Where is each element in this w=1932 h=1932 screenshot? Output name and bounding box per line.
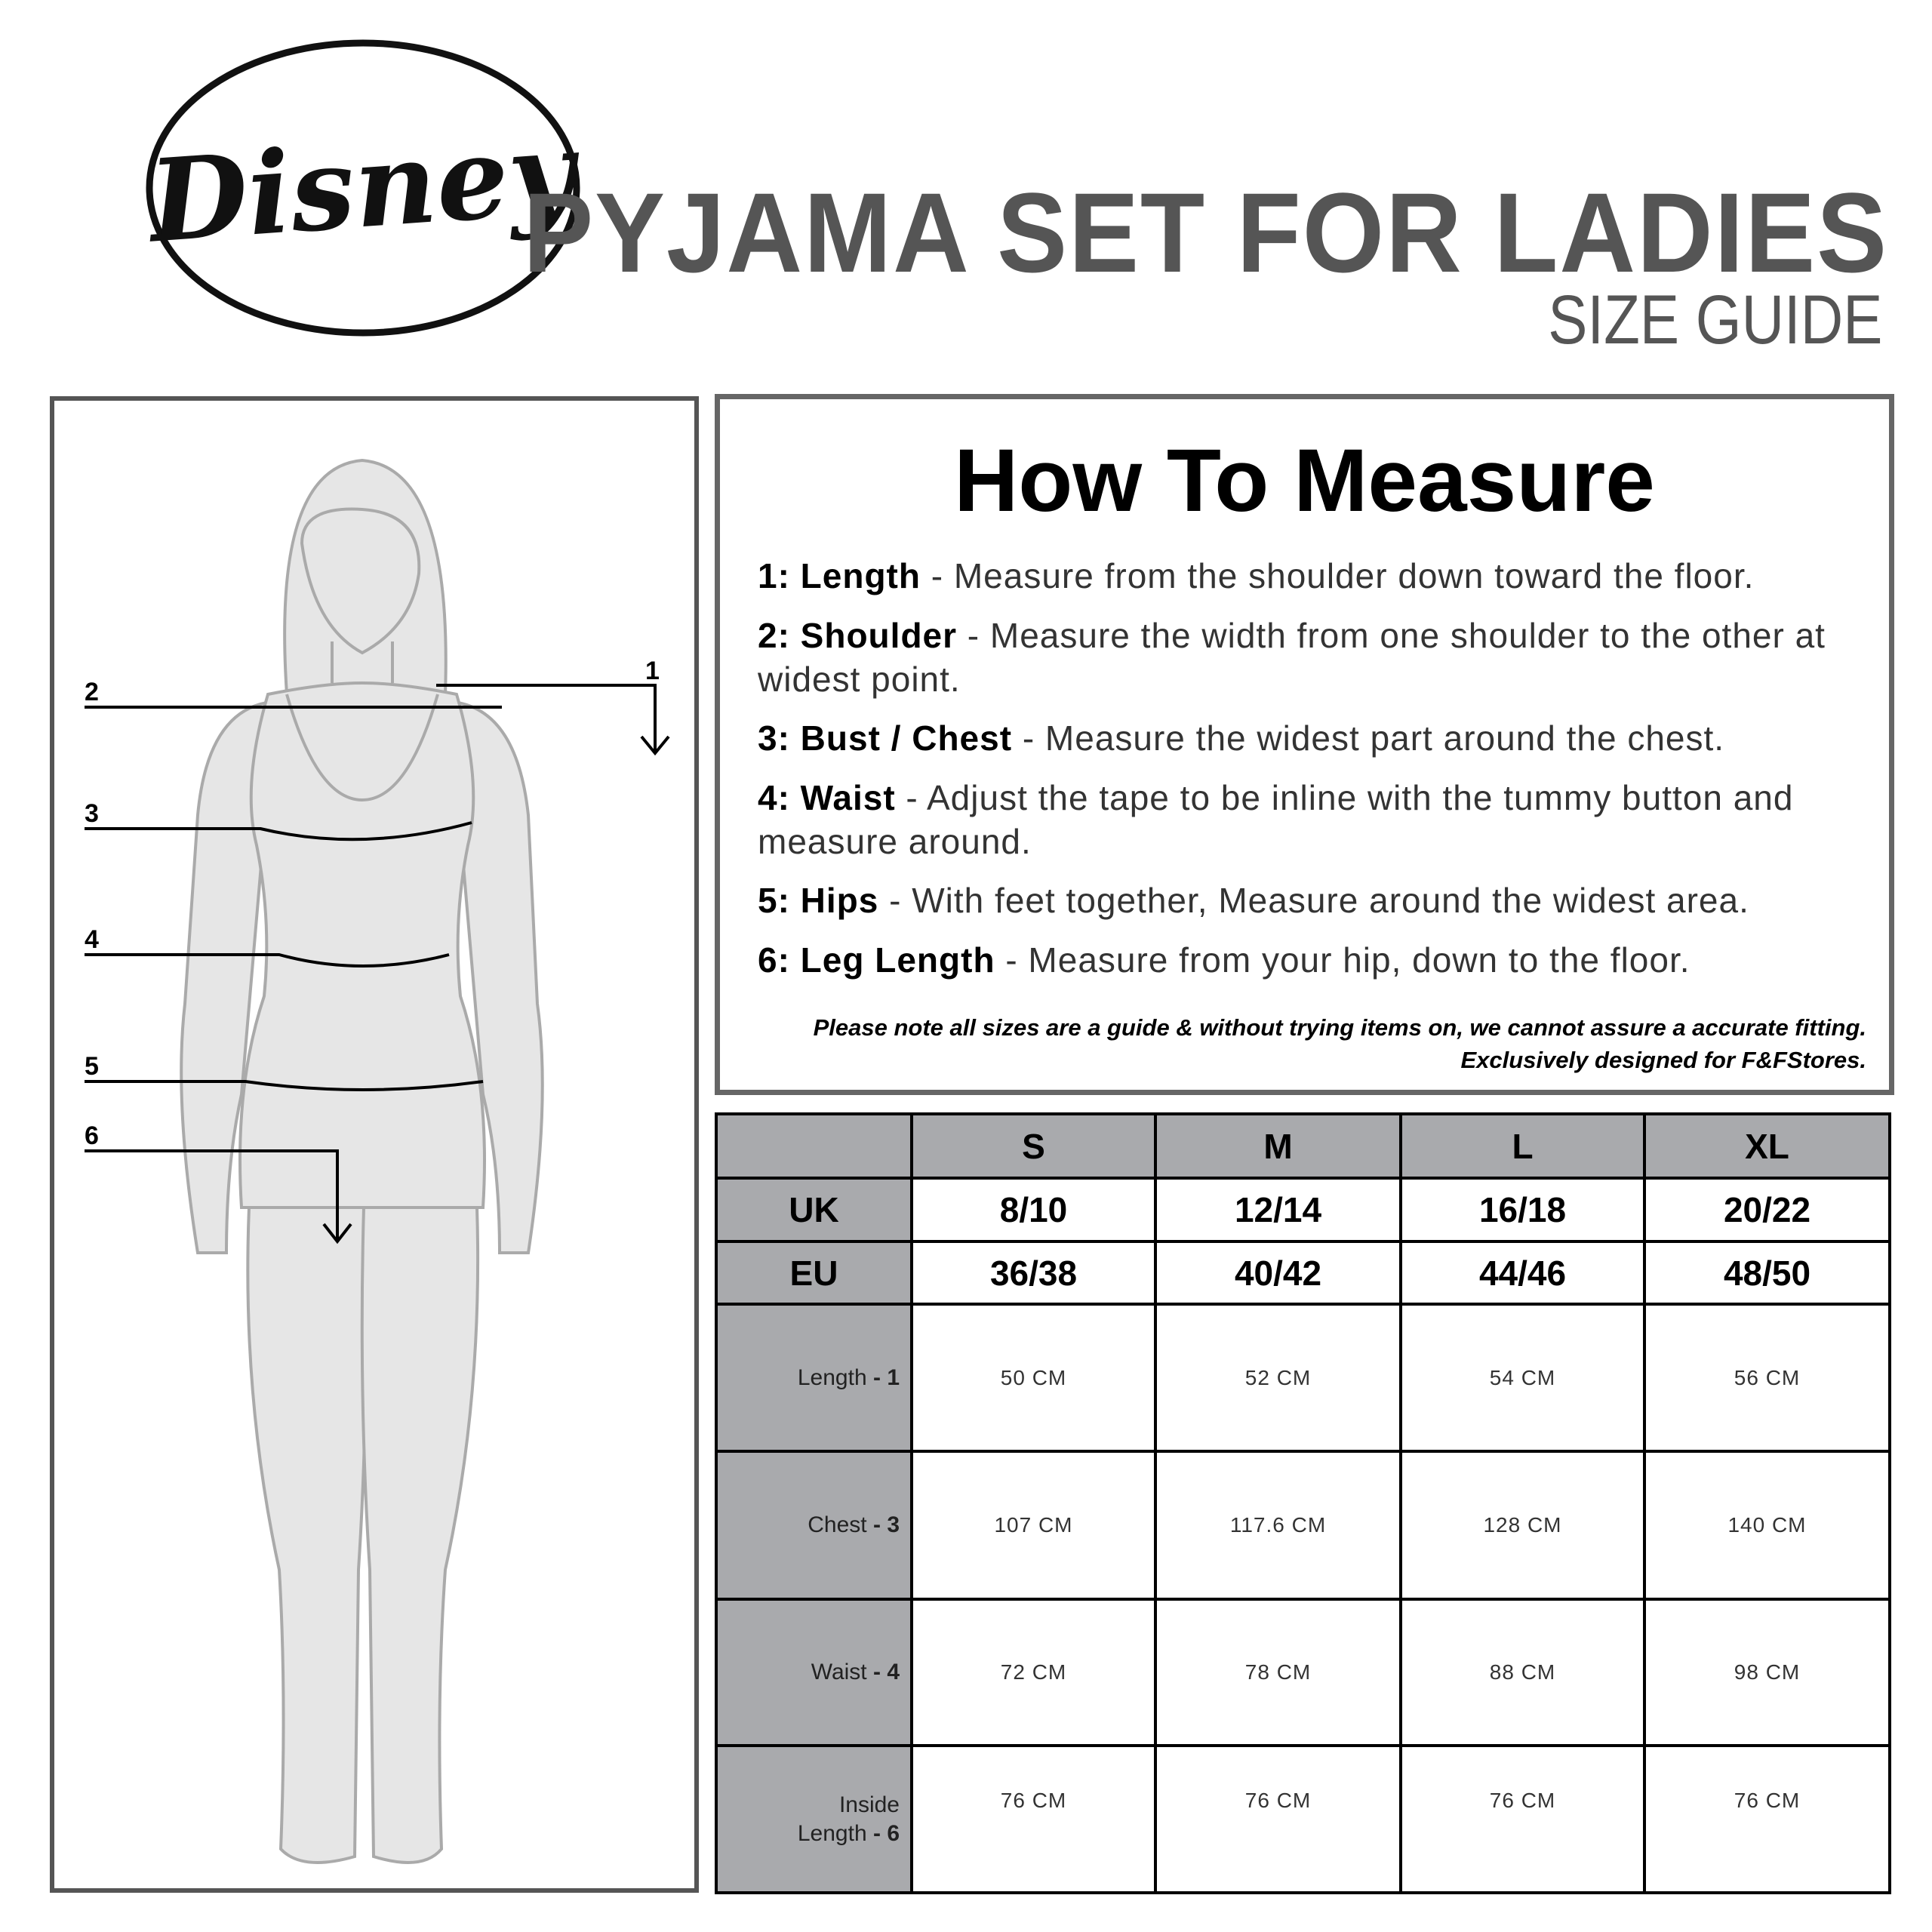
table-cell: 76 CM [1643, 1744, 1891, 1894]
table-cell: 76 CM [910, 1744, 1157, 1894]
figure-label-1: 1 [645, 657, 660, 685]
table-cell: 72 CM [910, 1598, 1157, 1747]
svg-text:Disney: Disney [143, 106, 581, 269]
row-label-num: 3 [887, 1512, 900, 1537]
instruction-term: 4: Waist [758, 778, 896, 817]
table-row-length: Length - 1 50 CM 52 CM 54 CM 56 CM [715, 1303, 1891, 1453]
row-label: EU [715, 1240, 913, 1306]
size-header: XL [1643, 1112, 1891, 1180]
row-label: Chest - 3 [715, 1450, 913, 1601]
instruction-hips: 5: Hips - With feet together, Measure ar… [758, 878, 1852, 922]
table-cell: 36/38 [910, 1240, 1157, 1306]
table-cell: 50 CM [910, 1303, 1157, 1453]
table-cell: 52 CM [1154, 1303, 1402, 1453]
disney-logo: Disney [143, 39, 581, 337]
instruction-desc: - Measure from the shoulder down toward … [920, 556, 1755, 595]
instruction-desc: - Measure the width from one shoulder to… [758, 616, 1826, 699]
exclusive-note: Exclusively designed for F&FStores. [1460, 1047, 1867, 1073]
table-cell: 76 CM [1154, 1744, 1402, 1894]
instruction-term: 6: Leg Length [758, 940, 995, 980]
instruction-length: 1: Length - Measure from the shoulder do… [758, 554, 1852, 598]
row-label-num: 4 [887, 1660, 900, 1684]
figure-label-6: 6 [85, 1121, 99, 1150]
figure-label-3: 3 [85, 799, 99, 828]
size-header: S [910, 1112, 1157, 1180]
instruction-term: 5: Hips [758, 881, 879, 920]
page-title: PYJAMA SET FOR LADIES [523, 169, 1888, 296]
table-cell: 12/14 [1154, 1177, 1402, 1243]
instruction-leg-length: 6: Leg Length - Measure from your hip, d… [758, 938, 1852, 982]
table-cell: 117.6 CM [1154, 1450, 1402, 1601]
table-cell: 98 CM [1643, 1598, 1891, 1747]
table-row-eu: EU 36/38 40/42 44/46 48/50 [715, 1240, 1891, 1306]
table-cell: 54 CM [1399, 1303, 1646, 1453]
instruction-waist: 4: Waist - Adjust the tape to be inline … [758, 776, 1852, 863]
row-label-num: 1 [887, 1364, 900, 1390]
instruction-term: 3: Bust / Chest [758, 718, 1013, 758]
row-label-num: 6 [887, 1820, 900, 1846]
row-label: Inside Length - 6 [715, 1744, 913, 1894]
row-label: Waist - 4 [715, 1598, 913, 1747]
size-header: M [1154, 1112, 1402, 1180]
instruction-desc: - With feet together, Measure around the… [878, 881, 1749, 920]
corner-cell [715, 1112, 913, 1180]
size-table: S M L XL UK 8/10 12/14 16/18 20/22 EU 36… [715, 1112, 1891, 1894]
table-row-waist: Waist - 4 72 CM 78 CM 88 CM 98 CM [715, 1598, 1891, 1747]
table-cell: 48/50 [1643, 1240, 1891, 1306]
instruction-term: 1: Length [758, 556, 921, 595]
table-cell: 16/18 [1399, 1177, 1646, 1243]
body-diagram-panel [50, 396, 699, 1893]
table-cell: 56 CM [1643, 1303, 1891, 1453]
row-label-text: Waist [811, 1660, 867, 1684]
size-header: L [1399, 1112, 1646, 1180]
table-cell: 8/10 [910, 1177, 1157, 1243]
table-cell: 44/46 [1399, 1240, 1646, 1306]
figure-label-2: 2 [85, 678, 99, 706]
instruction-chest: 3: Bust / Chest - Measure the widest par… [758, 716, 1852, 760]
table-cell: 107 CM [910, 1450, 1157, 1601]
row-label: Length - 1 [715, 1303, 913, 1453]
table-row-chest: Chest - 3 107 CM 117.6 CM 128 CM 140 CM [715, 1450, 1891, 1601]
instruction-desc: - Adjust the tape to be inline with the … [758, 778, 1794, 861]
table-cell: 88 CM [1399, 1598, 1646, 1747]
how-to-measure-box: How To Measure 1: Length - Measure from … [715, 394, 1894, 1095]
instruction-desc: - Measure the widest part around the che… [1012, 718, 1725, 758]
how-to-measure-title: How To Measure [954, 431, 1655, 531]
body-figure: 1 2 3 4 5 6 [85, 458, 670, 1864]
table-cell: 78 CM [1154, 1598, 1402, 1747]
table-row-inside-length: Inside Length - 6 76 CM 76 CM 76 CM 76 C… [715, 1744, 1891, 1894]
table-cell: 76 CM [1399, 1744, 1646, 1894]
instruction-shoulder: 2: Shoulder - Measure the width from one… [758, 614, 1852, 701]
figure-label-5: 5 [85, 1052, 99, 1081]
table-cell: 40/42 [1154, 1240, 1402, 1306]
table-row-uk: UK 8/10 12/14 16/18 20/22 [715, 1177, 1891, 1243]
table-cell: 128 CM [1399, 1450, 1646, 1601]
table-cell: 20/22 [1643, 1177, 1891, 1243]
figure-label-4: 4 [85, 925, 99, 954]
page-subtitle: SIZE GUIDE [1547, 281, 1882, 358]
row-label-text: Inside Length [797, 1792, 900, 1846]
row-label: UK [715, 1177, 913, 1243]
row-label-text: Chest [808, 1512, 867, 1537]
instruction-desc: - Measure from your hip, down to the flo… [995, 940, 1690, 980]
table-header-row: S M L XL [715, 1112, 1891, 1180]
disclaimer-note: Please note all sizes are a guide & with… [813, 1014, 1866, 1041]
row-label-text: Length [797, 1364, 867, 1390]
instruction-term: 2: Shoulder [758, 616, 958, 655]
table-cell: 140 CM [1643, 1450, 1891, 1601]
